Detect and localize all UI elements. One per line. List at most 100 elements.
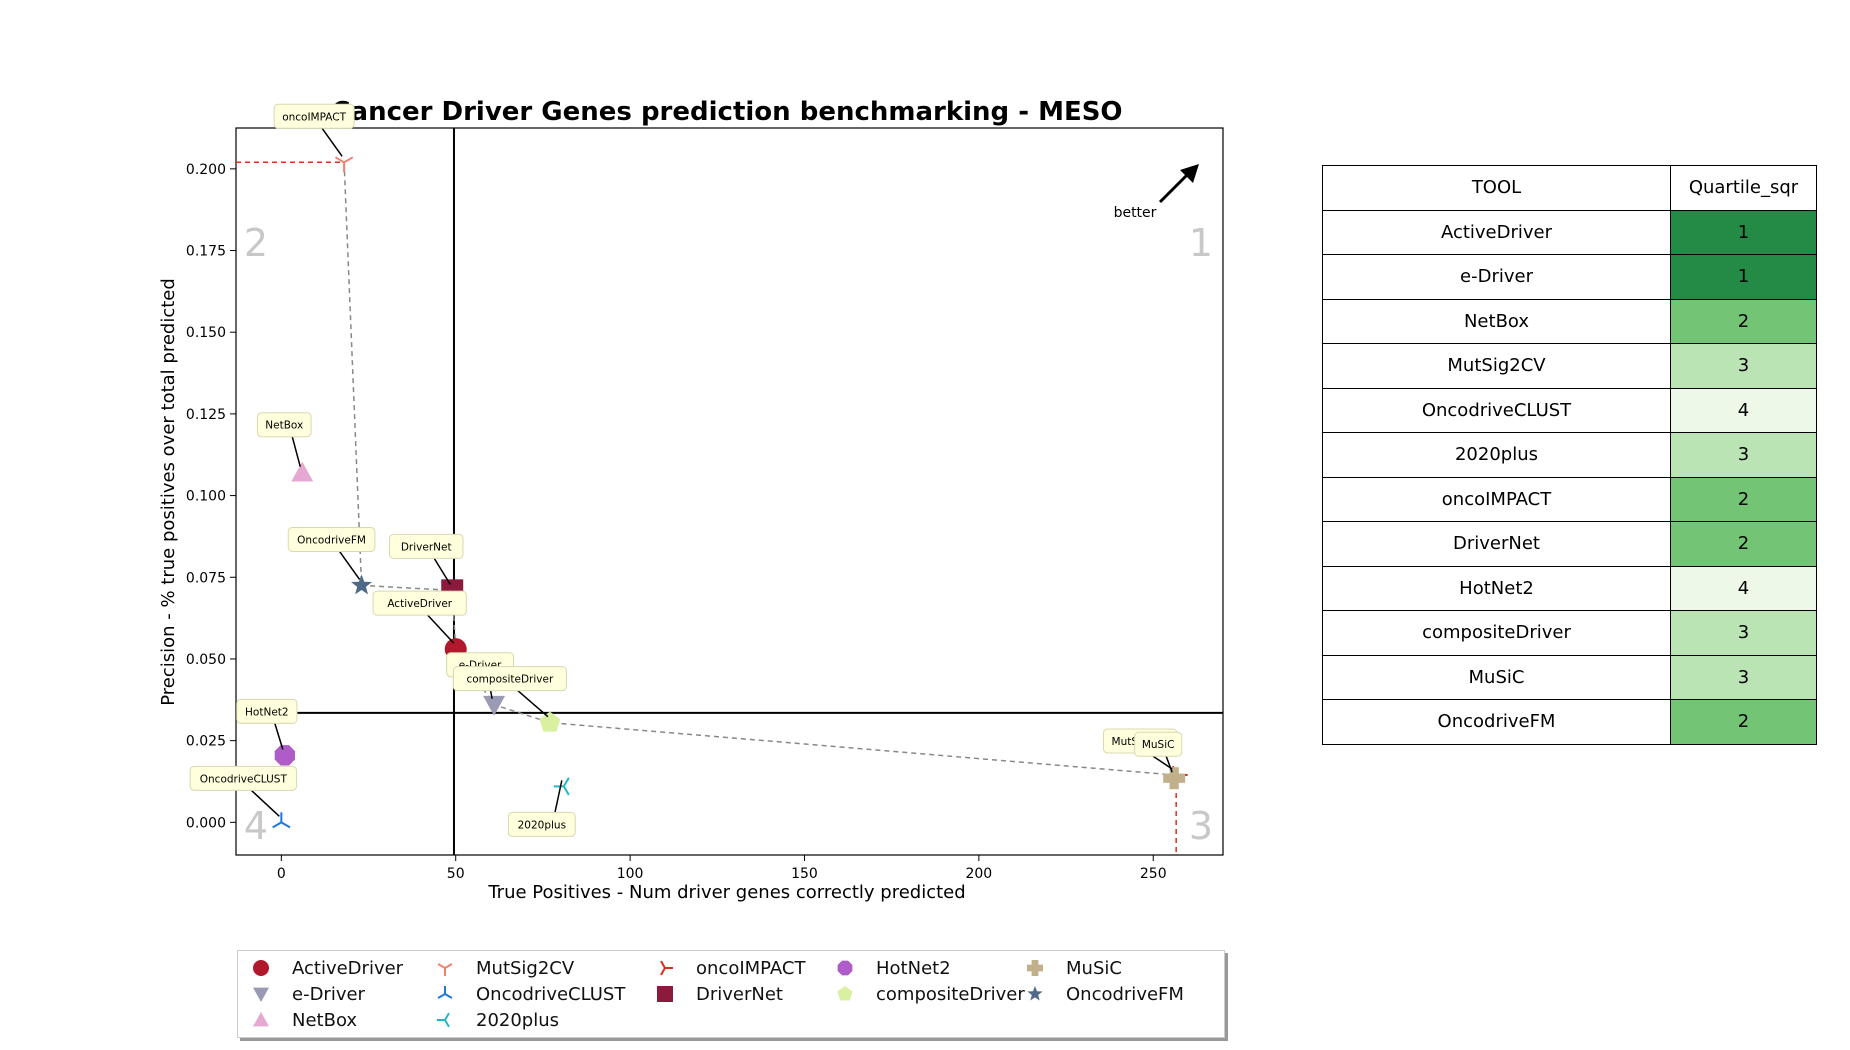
annotation-box — [1134, 731, 1183, 757]
annotation-label: OncodriveCLUST — [200, 773, 288, 785]
table-cell-tool: oncoIMPACT — [1322, 476, 1671, 522]
legend-marker — [1027, 960, 1043, 976]
chart-legend: ActiveDriver e-Driver NetBox MutSig2CV Oncod… — [237, 950, 1225, 1038]
annotation-label: 2020plus — [518, 819, 566, 831]
legend-marker-shape — [437, 1012, 450, 1028]
legend-marker-shape — [1027, 960, 1043, 976]
annotation-arrow — [321, 127, 343, 157]
legend-item: HotNet2 — [828, 957, 951, 979]
annotation-arrow — [291, 436, 301, 467]
legend-label: compositeDriver — [876, 983, 1025, 1005]
annotation-box — [507, 811, 576, 837]
annotation-arrow — [427, 614, 455, 644]
legend-label: MutSig2CV — [476, 957, 575, 979]
table-row: oncoIMPACT 2 — [1322, 476, 1817, 522]
table-row: OncodriveFM 2 — [1322, 699, 1817, 745]
legend-marker-shape — [253, 1012, 269, 1027]
table-cell-quartile: 3 — [1670, 432, 1817, 478]
annotation-label: compositeDriver — [466, 674, 553, 686]
annotation-box — [452, 666, 567, 692]
legend-item: DriverNet — [648, 983, 783, 1005]
annotation-box — [287, 526, 376, 552]
table-row: MutSig2CV 3 — [1322, 343, 1817, 389]
legend-marker — [657, 986, 673, 1002]
table-cell-quartile: 2 — [1670, 476, 1817, 522]
legend-item: OncodriveFM — [1018, 983, 1184, 1005]
annotation-arrow — [1165, 755, 1173, 773]
table-cell-quartile: 1 — [1670, 209, 1817, 255]
legend-label: NetBox — [292, 1009, 358, 1031]
table-header-tool: TOOL — [1322, 165, 1671, 211]
data-point-hotnet2 — [274, 745, 295, 766]
legend-marker — [660, 960, 673, 976]
annotation-box — [372, 590, 467, 616]
legend-item: MuSiC — [1018, 957, 1122, 979]
better-label: better — [1114, 205, 1157, 221]
legend-label: ActiveDriver — [292, 957, 404, 979]
legend-marker-shape — [1027, 986, 1043, 1001]
table-cell-tool: MutSig2CV — [1322, 343, 1671, 389]
y-tick-label: 0.075 — [186, 570, 226, 586]
x-tick-label: 250 — [1140, 866, 1167, 882]
legend-item: ActiveDriver — [244, 957, 403, 979]
legend-marker-shape — [837, 986, 853, 1001]
legend-label: OncodriveFM — [1066, 983, 1184, 1005]
legend-item: NetBox — [244, 1009, 357, 1031]
data-point-oncodriveclust — [272, 812, 291, 829]
y-axis-label: Precision - % true positives over total … — [158, 278, 179, 706]
table-cell-tool: OncodriveFM — [1322, 699, 1671, 745]
table-row: ActiveDriver 1 — [1322, 209, 1817, 255]
data-point-oncodrivefm — [351, 574, 373, 595]
legend-item: OncodriveCLUST — [428, 983, 625, 1005]
legend-marker-shape — [657, 986, 673, 1002]
table-cell-tool: compositeDriver — [1322, 610, 1671, 656]
table-cell-tool: 2020plus — [1322, 432, 1671, 478]
y-tick-label: 0.050 — [186, 652, 226, 668]
data-point-compositedriver — [539, 711, 561, 732]
legend-marker — [437, 986, 453, 999]
table-cell-quartile: 4 — [1670, 565, 1817, 611]
annotation-label: NetBox — [265, 420, 303, 432]
chart-title: Cancer Driver Genes prediction benchmark… — [331, 97, 1122, 127]
annotation-label: MuSiC — [1142, 739, 1175, 751]
quadrant-label: 2 — [244, 221, 268, 265]
table-cell-quartile: 2 — [1670, 298, 1817, 344]
x-axis-label: True Positives - Num driver genes correc… — [487, 882, 965, 903]
legend-marker-shape — [253, 960, 269, 976]
x-tick-label: 200 — [965, 866, 992, 882]
annotation-arrow — [274, 723, 284, 750]
table-header-quartile: Quartile_sqr — [1670, 165, 1817, 211]
annotation-label: ActiveDriver — [387, 598, 452, 610]
annotation-label: DriverNet — [401, 541, 452, 553]
legend-label: DriverNet — [696, 983, 783, 1005]
table-cell-quartile: 2 — [1670, 699, 1817, 745]
table-row: HotNet2 4 — [1322, 565, 1817, 611]
legend-marker-shape — [837, 960, 853, 976]
quadrant-label: 4 — [244, 804, 268, 848]
table-header-row: TOOL Quartile_sqr — [1322, 165, 1817, 211]
table-cell-quartile: 2 — [1670, 521, 1817, 567]
legend-marker — [837, 986, 853, 1001]
x-tick-label: 100 — [617, 866, 644, 882]
table-cell-quartile: 4 — [1670, 387, 1817, 433]
legend-label: e-Driver — [292, 983, 365, 1005]
data-point-e-driver — [483, 695, 506, 716]
quadrant-label: 1 — [1189, 221, 1213, 265]
y-tick-label: 0.100 — [186, 489, 226, 505]
legend-label: OncodriveCLUST — [476, 983, 626, 1005]
quadrant-label: 3 — [1189, 804, 1213, 848]
table-row: compositeDriver 3 — [1322, 610, 1817, 656]
annotation-box — [273, 103, 355, 129]
table-cell-tool: HotNet2 — [1322, 565, 1671, 611]
plot-frame — [235, 127, 1224, 856]
table-cell-tool: e-Driver — [1322, 254, 1671, 300]
table-cell-tool: NetBox — [1322, 298, 1671, 344]
better-arrow-head — [1180, 164, 1199, 183]
table-cell-tool: MuSiC — [1322, 654, 1671, 700]
table-row: e-Driver 1 — [1322, 254, 1817, 300]
legend-marker — [253, 960, 269, 976]
legend-item: compositeDriver — [828, 983, 1025, 1005]
y-tick-label: 0.200 — [186, 162, 226, 178]
table-row: MuSiC 3 — [1322, 654, 1817, 700]
